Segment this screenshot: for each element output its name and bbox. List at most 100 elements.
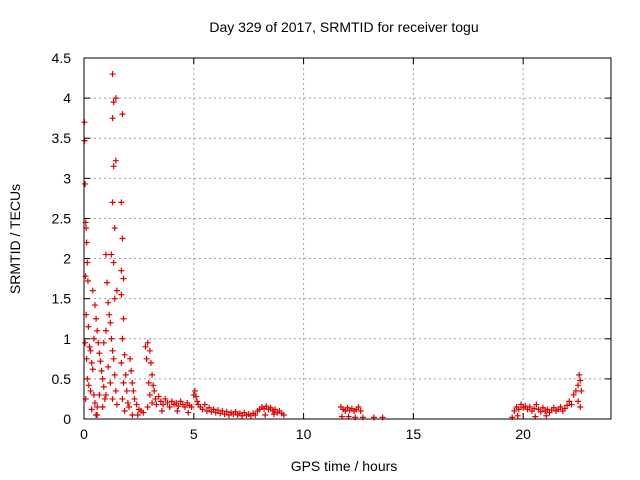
y-tick-label: 0.5 bbox=[52, 371, 72, 387]
data-point bbox=[263, 403, 270, 410]
data-point bbox=[564, 402, 571, 409]
data-point bbox=[127, 355, 134, 362]
data-point bbox=[160, 401, 167, 408]
data-point bbox=[146, 347, 153, 354]
data-point bbox=[203, 407, 210, 414]
data-point bbox=[561, 405, 568, 412]
data-point bbox=[100, 383, 107, 390]
data-point bbox=[522, 403, 529, 410]
data-point bbox=[128, 367, 135, 374]
data-point bbox=[87, 387, 94, 394]
data-point bbox=[134, 411, 141, 418]
data-point bbox=[214, 407, 221, 414]
data-point bbox=[123, 387, 130, 394]
x-axis-label: GPS time / hours bbox=[291, 458, 398, 474]
data-point bbox=[166, 403, 173, 410]
data-point bbox=[147, 359, 154, 366]
data-point bbox=[119, 235, 126, 242]
data-point bbox=[88, 359, 95, 366]
data-point bbox=[93, 315, 100, 322]
data-point bbox=[232, 408, 239, 415]
data-point bbox=[101, 395, 108, 402]
data-point bbox=[118, 267, 125, 274]
data-point bbox=[110, 259, 117, 266]
data-point bbox=[121, 407, 128, 414]
data-point bbox=[267, 404, 274, 411]
data-point bbox=[206, 404, 213, 411]
data-point bbox=[355, 403, 362, 410]
data-point bbox=[94, 411, 101, 418]
x-tick-label: 5 bbox=[190, 426, 198, 442]
data-point bbox=[575, 382, 582, 389]
x-tick-label: 10 bbox=[296, 426, 312, 442]
data-point bbox=[153, 401, 160, 408]
x-axis-ticks: 0 5 10 15 20 bbox=[80, 58, 531, 442]
data-point bbox=[110, 355, 117, 362]
data-point bbox=[185, 409, 192, 416]
data-point bbox=[102, 251, 109, 258]
y-tick-label: 4 bbox=[63, 90, 71, 106]
data-point bbox=[91, 399, 98, 406]
data-point bbox=[515, 406, 522, 413]
data-point bbox=[252, 411, 259, 418]
data-point bbox=[106, 311, 113, 318]
data-point bbox=[85, 323, 92, 330]
data-point bbox=[194, 398, 201, 405]
data-point bbox=[539, 404, 546, 411]
y-tick-label: 2.5 bbox=[52, 210, 72, 226]
data-point bbox=[210, 406, 217, 413]
data-point bbox=[118, 291, 125, 298]
data-point bbox=[155, 393, 162, 400]
data-point bbox=[133, 401, 140, 408]
data-point bbox=[124, 399, 131, 406]
data-point bbox=[120, 275, 127, 282]
data-point bbox=[272, 406, 279, 413]
data-point bbox=[201, 401, 208, 408]
y-axis-ticks: 0 0.5 1 1.5 2 2.5 3 3.5 4 4.5 bbox=[52, 50, 611, 427]
data-point bbox=[130, 387, 137, 394]
data-point bbox=[94, 327, 101, 334]
data-point bbox=[577, 403, 584, 410]
x-tick-label: 20 bbox=[515, 426, 531, 442]
data-point bbox=[145, 379, 152, 386]
data-point bbox=[119, 335, 126, 342]
data-point bbox=[99, 403, 106, 410]
data-point bbox=[526, 403, 533, 410]
data-point bbox=[118, 199, 125, 206]
data-point bbox=[280, 411, 287, 418]
data-point bbox=[105, 299, 112, 306]
data-point bbox=[109, 71, 116, 78]
data-point bbox=[568, 401, 575, 408]
data-point bbox=[105, 363, 112, 370]
data-point bbox=[144, 339, 151, 346]
data-point bbox=[87, 347, 94, 354]
data-point bbox=[89, 366, 96, 373]
grid-lines bbox=[84, 58, 611, 419]
data-point bbox=[223, 408, 230, 415]
data-point bbox=[88, 406, 95, 413]
data-point bbox=[107, 379, 114, 386]
data-point bbox=[109, 199, 116, 206]
data-point bbox=[578, 387, 585, 394]
y-tick-label: 0 bbox=[63, 411, 71, 427]
data-point bbox=[90, 335, 97, 342]
data-point bbox=[120, 315, 127, 322]
data-point bbox=[576, 371, 583, 378]
data-point bbox=[89, 287, 96, 294]
data-point bbox=[97, 358, 104, 365]
y-tick-label: 4.5 bbox=[52, 50, 72, 66]
data-point bbox=[83, 355, 90, 362]
data-point bbox=[511, 407, 518, 414]
data-point bbox=[84, 259, 91, 266]
data-point bbox=[550, 404, 557, 411]
data-point bbox=[531, 405, 538, 412]
data-point bbox=[544, 406, 551, 413]
data-point bbox=[188, 403, 195, 410]
data-point bbox=[91, 302, 98, 309]
data-point bbox=[112, 387, 119, 394]
data-point bbox=[111, 371, 118, 378]
data-point bbox=[85, 382, 92, 389]
data-point bbox=[533, 401, 540, 408]
data-point bbox=[109, 395, 116, 402]
data-point bbox=[517, 401, 524, 408]
